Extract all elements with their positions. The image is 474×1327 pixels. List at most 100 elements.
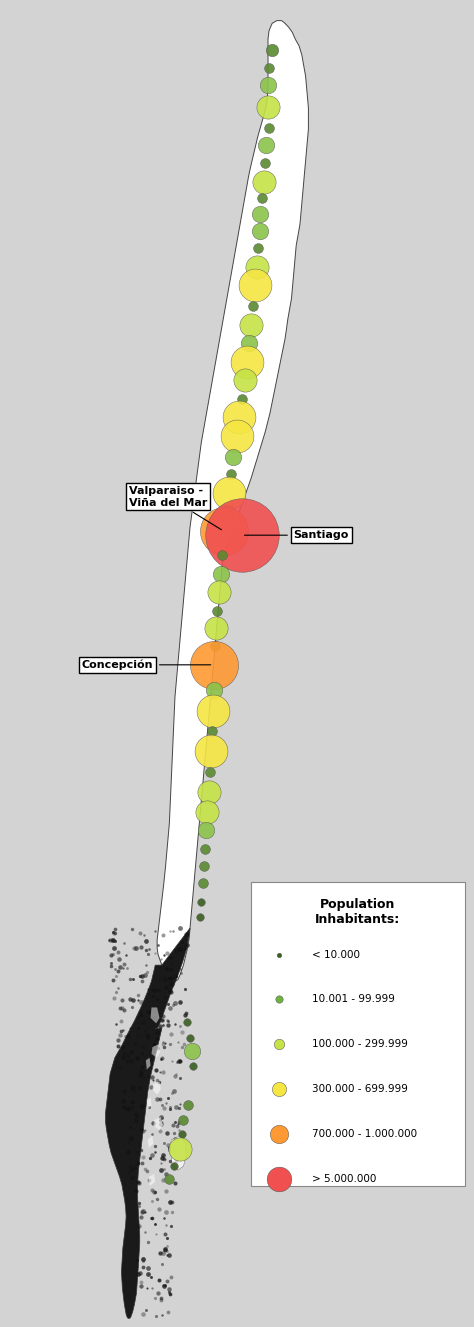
Polygon shape: [154, 1117, 163, 1131]
Point: [128, 918, 136, 940]
Point: [159, 1242, 166, 1263]
Point: [159, 1169, 167, 1190]
Point: [161, 967, 168, 989]
Point: [159, 1006, 166, 1027]
Point: [134, 1172, 142, 1193]
Point: [175, 1051, 183, 1072]
Point: [159, 1032, 167, 1054]
Point: [151, 1136, 158, 1157]
Point: [148, 1278, 156, 1299]
Point: [173, 1051, 181, 1072]
Point: [157, 1158, 164, 1180]
Point: [201, 856, 208, 877]
Point: [147, 1208, 155, 1229]
Polygon shape: [170, 1136, 186, 1170]
Point: [114, 941, 122, 962]
Point: [163, 942, 171, 963]
Point: [179, 1124, 186, 1145]
Point: [249, 296, 257, 317]
Point: [117, 1058, 124, 1079]
Point: [141, 1201, 149, 1222]
Point: [118, 990, 126, 1011]
Point: [168, 1192, 176, 1213]
Point: [164, 994, 172, 1015]
Point: [161, 1223, 169, 1245]
Point: [158, 1048, 165, 1070]
Point: [125, 1162, 133, 1184]
Point: [124, 1141, 132, 1162]
Text: Valparaiso -
Viña del Mar: Valparaiso - Viña del Mar: [129, 486, 221, 529]
Point: [204, 802, 211, 823]
Point: [213, 600, 221, 621]
Point: [105, 929, 113, 950]
Point: [160, 1158, 167, 1180]
Point: [152, 999, 160, 1020]
Point: [179, 1109, 187, 1131]
Point: [205, 782, 213, 803]
Point: [162, 1164, 170, 1185]
Point: [128, 1168, 135, 1189]
Point: [136, 1262, 144, 1283]
Point: [207, 762, 214, 783]
Point: [210, 679, 217, 701]
Point: [145, 978, 152, 999]
Point: [181, 978, 189, 999]
Point: [132, 1109, 140, 1131]
Point: [136, 922, 143, 943]
Text: 300.000 - 699.999: 300.000 - 699.999: [312, 1084, 408, 1095]
Point: [119, 1036, 127, 1058]
Point: [165, 1169, 173, 1190]
Point: [164, 1227, 171, 1249]
Point: [120, 1080, 128, 1101]
Point: [208, 721, 215, 742]
Point: [133, 1105, 141, 1127]
Point: [227, 463, 235, 484]
Point: [120, 953, 128, 974]
Point: [168, 958, 175, 979]
Text: Population
Inhabitants:: Population Inhabitants:: [315, 897, 401, 926]
Point: [132, 1181, 139, 1202]
Point: [141, 1221, 149, 1242]
Point: [152, 1223, 159, 1245]
Point: [178, 1022, 185, 1043]
Point: [178, 932, 186, 953]
Point: [238, 389, 246, 410]
Point: [251, 275, 259, 296]
Point: [137, 1119, 145, 1140]
Point: [171, 1014, 179, 1035]
Point: [176, 1097, 183, 1119]
Point: [160, 1274, 167, 1295]
Point: [120, 1096, 128, 1117]
Point: [159, 925, 167, 946]
Point: [138, 1152, 146, 1173]
Point: [147, 1007, 155, 1028]
Point: [151, 1213, 159, 1234]
Point: [176, 991, 184, 1013]
Point: [170, 1121, 177, 1143]
Point: [181, 1034, 188, 1055]
Point: [158, 1148, 166, 1169]
Point: [162, 1239, 169, 1261]
Point: [177, 962, 185, 983]
Point: [166, 921, 173, 942]
Point: [203, 820, 210, 841]
Point: [143, 1024, 151, 1046]
Point: [136, 965, 144, 986]
Point: [177, 1068, 184, 1089]
Point: [122, 1099, 129, 1120]
Point: [146, 1170, 153, 1192]
Point: [162, 1148, 169, 1169]
Point: [163, 1201, 170, 1222]
Point: [167, 997, 174, 1018]
Point: [159, 1144, 166, 1165]
Point: [117, 1011, 124, 1032]
Point: [119, 1047, 127, 1068]
Point: [161, 1032, 168, 1054]
Point: [137, 1206, 145, 1227]
Point: [126, 1156, 134, 1177]
Point: [154, 1023, 161, 1044]
Point: [144, 1257, 152, 1278]
Point: [146, 1147, 154, 1168]
Point: [127, 1042, 134, 1063]
Point: [136, 1002, 143, 1023]
